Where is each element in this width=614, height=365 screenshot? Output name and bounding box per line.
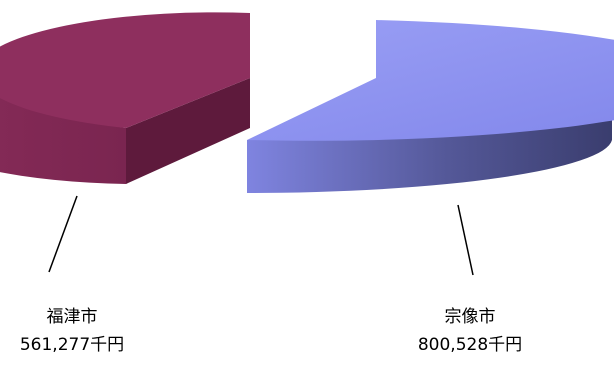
fukutsu-slice-top xyxy=(0,12,250,128)
leader-line-fukutsu xyxy=(48,195,78,273)
pie-slice-fukutsu xyxy=(0,12,250,184)
category-label-munakata: 宗像市 xyxy=(445,307,496,327)
value-label-fukutsu: 561,277千円 xyxy=(20,335,124,355)
leader-line-munakata xyxy=(457,204,474,276)
munakata-slice-top xyxy=(247,20,614,141)
fukutsu-slice-cut-side xyxy=(126,78,250,184)
category-label-fukutsu: 福津市 xyxy=(47,307,98,327)
pie-slice-munakata xyxy=(247,20,614,194)
munakata-slice-outer-side xyxy=(247,88,612,194)
value-label-munakata: 800,528千円 xyxy=(418,335,522,355)
